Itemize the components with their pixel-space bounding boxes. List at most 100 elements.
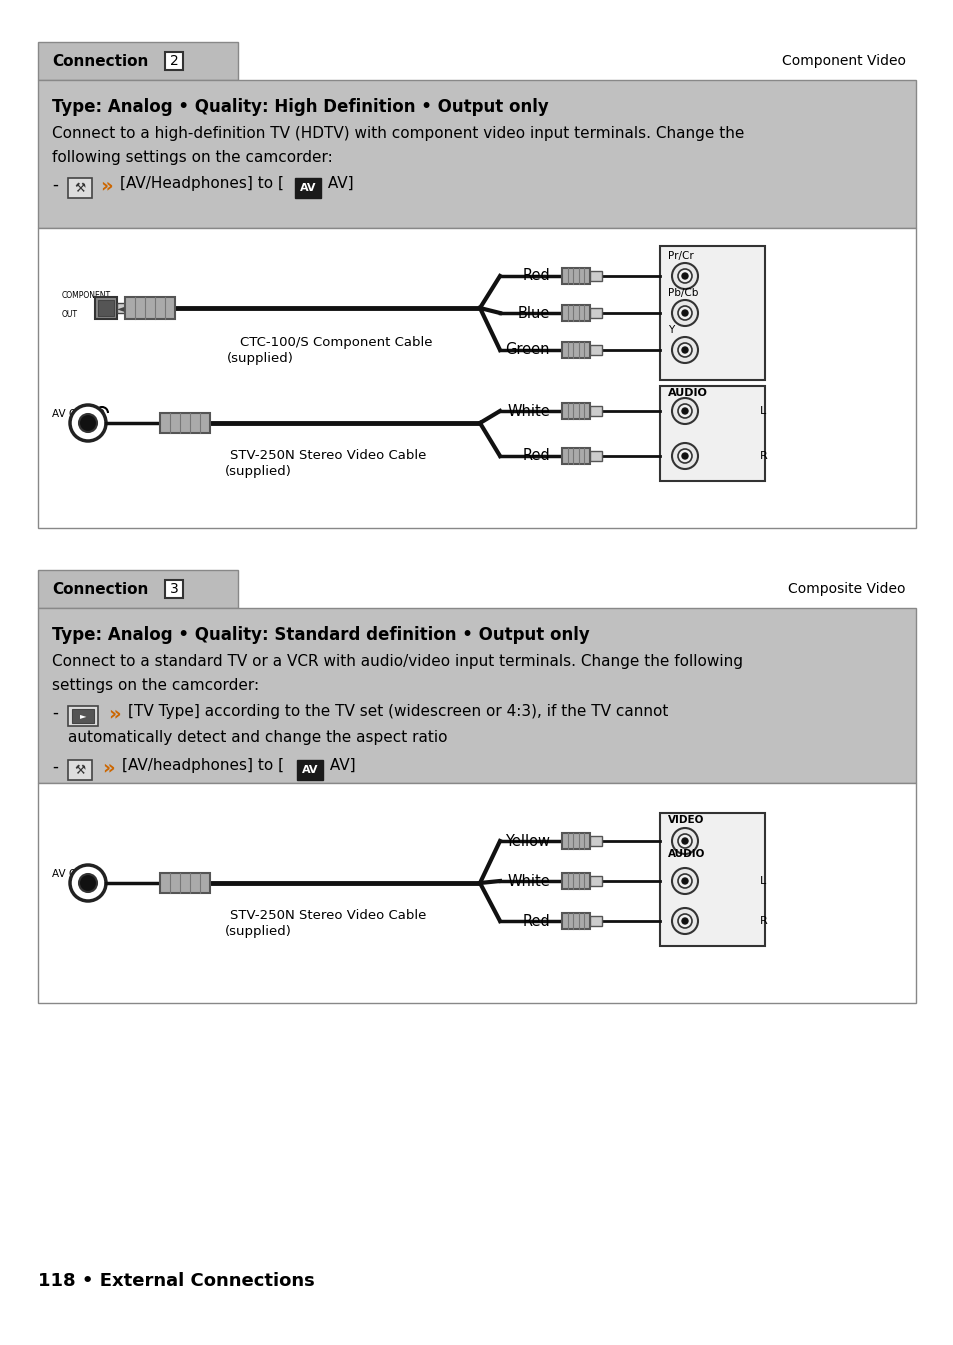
Text: Component Video: Component Video	[781, 54, 905, 69]
Text: Green: Green	[505, 343, 550, 358]
Bar	[561, 404, 589, 420]
Text: R: R	[760, 916, 767, 925]
Circle shape	[681, 273, 687, 278]
Bar	[589, 270, 601, 281]
Circle shape	[678, 874, 691, 888]
Bar	[165, 580, 183, 599]
Text: -: -	[52, 759, 58, 776]
Text: »: »	[108, 703, 120, 724]
Bar	[38, 608, 915, 783]
Bar	[589, 876, 601, 886]
Text: ⚒: ⚒	[74, 182, 86, 195]
Bar	[561, 833, 589, 849]
Circle shape	[671, 398, 698, 424]
Bar	[98, 300, 113, 316]
Circle shape	[681, 453, 687, 459]
Circle shape	[70, 865, 106, 901]
Bar	[589, 837, 601, 846]
Text: Type: Analog • Quality: Standard definition • Output only: Type: Analog • Quality: Standard definit…	[52, 625, 589, 644]
Circle shape	[671, 868, 698, 894]
Bar	[296, 760, 323, 780]
Text: Red: Red	[521, 448, 550, 464]
Circle shape	[671, 338, 698, 363]
Text: OUT: OUT	[62, 309, 78, 319]
Text: AV]: AV]	[325, 759, 355, 773]
Bar	[68, 178, 91, 198]
Text: -: -	[52, 703, 58, 722]
Circle shape	[681, 878, 687, 884]
Bar	[589, 346, 601, 355]
Circle shape	[678, 269, 691, 282]
Circle shape	[681, 838, 687, 845]
Circle shape	[79, 414, 97, 432]
Text: AV: AV	[301, 765, 318, 775]
Bar	[561, 305, 589, 321]
Text: Ω: Ω	[97, 409, 105, 420]
Text: automatically detect and change the aspect ratio: automatically detect and change the aspe…	[68, 730, 447, 745]
Bar	[561, 873, 589, 889]
Text: [AV/Headphones] to [: [AV/Headphones] to [	[120, 176, 284, 191]
Text: ►: ►	[80, 712, 86, 721]
Text: VIDEO: VIDEO	[667, 815, 703, 824]
Text: Red: Red	[521, 269, 550, 284]
Circle shape	[671, 443, 698, 469]
Text: COMPONENT: COMPONENT	[62, 291, 111, 300]
Bar	[71, 709, 94, 724]
Circle shape	[678, 915, 691, 928]
Text: Y: Y	[667, 325, 674, 335]
Circle shape	[671, 300, 698, 325]
Circle shape	[681, 347, 687, 352]
Text: AV: AV	[299, 183, 315, 192]
Text: Connect to a standard TV or a VCR with audio/video input terminals. Change the f: Connect to a standard TV or a VCR with a…	[52, 654, 742, 668]
Bar	[38, 42, 237, 79]
Bar	[160, 873, 210, 893]
Text: (supplied): (supplied)	[224, 925, 291, 937]
Circle shape	[678, 449, 691, 463]
Text: STV-250N Stereo Video Cable: STV-250N Stereo Video Cable	[230, 909, 426, 923]
Text: White: White	[507, 873, 550, 889]
Text: Blue: Blue	[517, 305, 550, 320]
Text: -: -	[52, 176, 58, 194]
Bar	[561, 913, 589, 929]
Text: R: R	[760, 451, 767, 461]
Circle shape	[678, 404, 691, 418]
Bar	[95, 297, 117, 319]
Text: Type: Analog • Quality: High Definition • Output only: Type: Analog • Quality: High Definition …	[52, 98, 548, 116]
Bar	[38, 783, 915, 1003]
Text: 2: 2	[170, 54, 178, 69]
Circle shape	[678, 343, 691, 356]
Text: Composite Video: Composite Video	[788, 582, 905, 596]
Circle shape	[678, 834, 691, 847]
Text: (supplied): (supplied)	[226, 352, 294, 364]
Text: CTC-100/S Component Cable: CTC-100/S Component Cable	[240, 336, 432, 348]
Bar	[117, 303, 125, 313]
Text: STV-250N Stereo Video Cable: STV-250N Stereo Video Cable	[230, 449, 426, 461]
Text: Connect to a high-definition TV (HDTV) with component video input terminals. Cha: Connect to a high-definition TV (HDTV) w…	[52, 126, 743, 141]
Bar	[165, 52, 183, 70]
Text: Red: Red	[521, 913, 550, 928]
Circle shape	[70, 405, 106, 441]
Text: L: L	[760, 406, 765, 416]
Bar	[561, 448, 589, 464]
Text: Connection: Connection	[52, 54, 149, 69]
Circle shape	[678, 307, 691, 320]
Bar	[294, 178, 320, 198]
Bar	[125, 297, 174, 319]
Circle shape	[681, 408, 687, 414]
Circle shape	[681, 919, 687, 924]
Bar	[589, 451, 601, 461]
Bar	[659, 386, 764, 482]
Circle shape	[671, 829, 698, 854]
Bar	[68, 706, 98, 726]
Circle shape	[671, 908, 698, 933]
Bar	[561, 268, 589, 284]
Text: 3: 3	[170, 582, 178, 596]
Bar	[160, 413, 210, 433]
Text: 118 • External Connections: 118 • External Connections	[38, 1272, 314, 1290]
Bar	[659, 246, 764, 381]
Text: Yellow: Yellow	[504, 834, 550, 849]
Bar	[659, 812, 764, 946]
Text: Pr/Cr: Pr/Cr	[667, 252, 693, 261]
Text: AUDIO: AUDIO	[667, 849, 704, 859]
Circle shape	[671, 264, 698, 289]
